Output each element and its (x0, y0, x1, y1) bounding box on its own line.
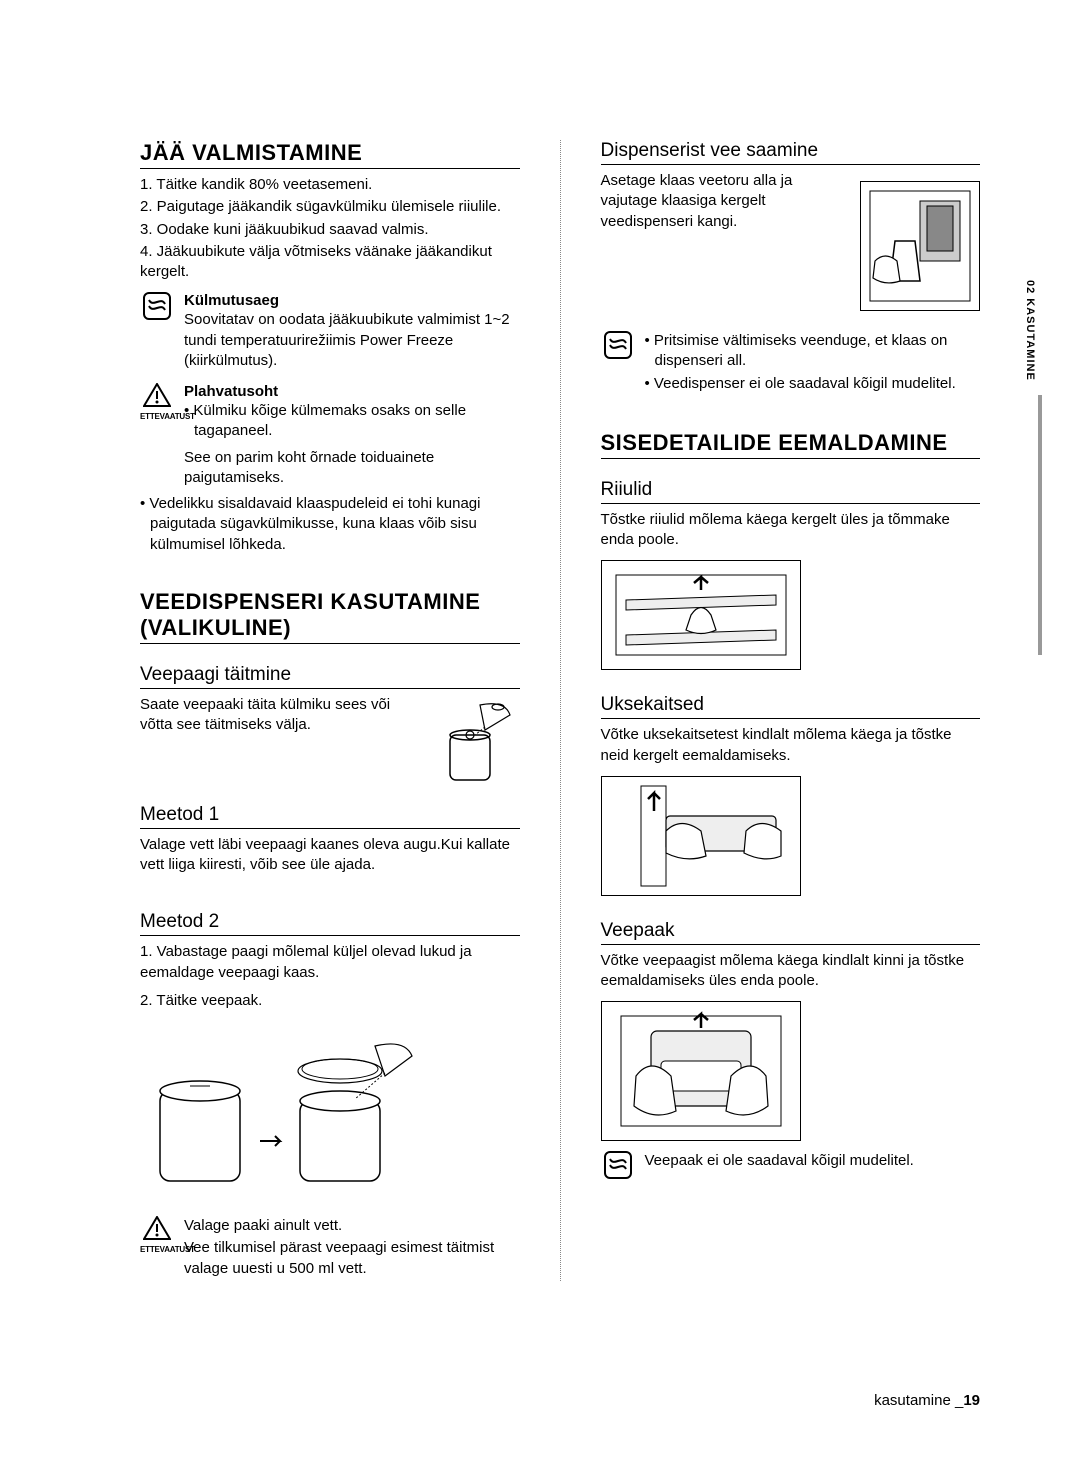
ice-step-3: 3. Oodake kuni jääkuubikud saavad valmis… (140, 220, 520, 240)
subheading-get-water: Dispenserist vee saamine (601, 140, 981, 165)
illustration-pour-small (430, 695, 520, 790)
fill-tank-text: Saate veepaaki täita külmiku sees või võ… (140, 695, 420, 788)
page-footer: kasutamine _19 (874, 1392, 980, 1409)
warning-caption: ETTEVAATUST (140, 412, 174, 421)
freeze-body: Soovitatav on oodata jääkuubikute valmim… (184, 310, 520, 371)
subheading-door-guards: Uksekaitsed (601, 694, 981, 719)
note-freeze-time: Külmutusaeg Soovitatav on oodata jääkuub… (140, 292, 520, 373)
caution-refill: Vee tilkumisel pärast veepaagi esimest t… (184, 1238, 520, 1279)
explosion-best-place: See on parim koht õrnade toiduainete pai… (184, 448, 520, 489)
method-1-text: Valage vett läbi veepaagi kaanes oleva a… (140, 835, 520, 876)
get-water-text: Asetage klaas veetoru alla ja vajutage k… (601, 171, 851, 232)
note-icon-2 (601, 331, 635, 364)
illustration-shelves (601, 560, 801, 670)
side-tab-label: 02 KASUTAMINE (1020, 270, 1040, 391)
note-icon (140, 292, 174, 325)
explosion-title: Plahvatusoht (184, 383, 278, 400)
caution-only-water: Valage paaki ainult vett. (184, 1216, 520, 1236)
heading-remove-parts: SISEDETAILIDE EEMALDAMINE (601, 430, 981, 459)
note-icon-3 (601, 1151, 635, 1184)
subheading-fill-tank: Veepaagi täitmine (140, 664, 520, 689)
heading-water-dispenser: VEEDISPENSERI KASUTAMINE (VALIKULINE) (140, 589, 520, 644)
freeze-title: Külmutusaeg (184, 292, 279, 309)
ice-step-2: 2. Paigutage jääkandik sügavkülmiku ülem… (140, 197, 520, 217)
note-tank-not-all: Veepaak ei ole saadaval kõigil mudelitel… (601, 1151, 981, 1184)
illustration-two-tanks (140, 1031, 520, 1196)
splash-bullet-1: • Pritsimise vältimiseks veenduge, et kl… (645, 331, 981, 372)
illustration-door-guards (601, 776, 801, 896)
side-tab: 02 KASUTAMINE (1020, 270, 1042, 655)
subheading-shelves: Riiulid (601, 479, 981, 504)
warning-icon-2: ETTEVAATUST (140, 1216, 174, 1254)
column-divider (560, 140, 561, 1281)
method-2-step-2: 2. Täitke veepaak. (140, 991, 520, 1011)
ice-step-4: 4. Jääkuubikute välja võtmiseks väänake … (140, 242, 520, 283)
explosion-bullet-1: • Külmiku kõige külmemaks osaks on selle… (184, 401, 520, 442)
warning-icon: ETTEVAATUST (140, 383, 174, 421)
left-column: JÄÄ VALMISTAMINE 1. Täitke kandik 80% ve… (140, 140, 530, 1281)
explosion-bullet-2: • Vedelikku sisaldavaid klaaspudeleid ei… (140, 494, 520, 555)
illustration-dispenser (860, 181, 980, 311)
ice-step-1: 1. Täitke kandik 80% veetasemeni. (140, 175, 520, 195)
page: JÄÄ VALMISTAMINE 1. Täitke kandik 80% ve… (0, 0, 1080, 1341)
note-only-water: ETTEVAATUST Valage paaki ainult vett. Ve… (140, 1216, 520, 1281)
note-splash: • Pritsimise vältimiseks veenduge, et kl… (601, 331, 981, 396)
shelves-text: Tõstke riiulid mõlema käega kergelt üles… (601, 510, 981, 551)
footer-label: kasutamine _ (874, 1392, 963, 1409)
subheading-method-1: Meetod 1 (140, 804, 520, 829)
warning-caption-2: ETTEVAATUST (140, 1245, 174, 1254)
method-2-step-1: 1. Vabastage paagi mõlemal küljel olevad… (140, 942, 520, 983)
splash-bullet-2: • Veedispenser ei ole saadaval kõigil mu… (645, 374, 981, 394)
illustration-water-tank (601, 1001, 801, 1141)
subheading-method-2: Meetod 2 (140, 911, 520, 936)
tank-not-all-text: Veepaak ei ole saadaval kõigil mudelitel… (645, 1151, 981, 1171)
side-tab-bar (1038, 395, 1042, 655)
heading-ice-making: JÄÄ VALMISTAMINE (140, 140, 520, 169)
right-column: Dispenserist vee saamine Asetage klaas v… (591, 140, 981, 1281)
note-explosion: ETTEVAATUST Plahvatusoht • Külmiku kõige… (140, 383, 520, 444)
subheading-water-tank: Veepaak (601, 920, 981, 945)
footer-page: 19 (963, 1392, 980, 1409)
water-tank-text: Võtke veepaagist mõlema käega kindlalt k… (601, 951, 981, 992)
door-guards-text: Võtke uksekaitsetest kindlalt mõlema käe… (601, 725, 981, 766)
